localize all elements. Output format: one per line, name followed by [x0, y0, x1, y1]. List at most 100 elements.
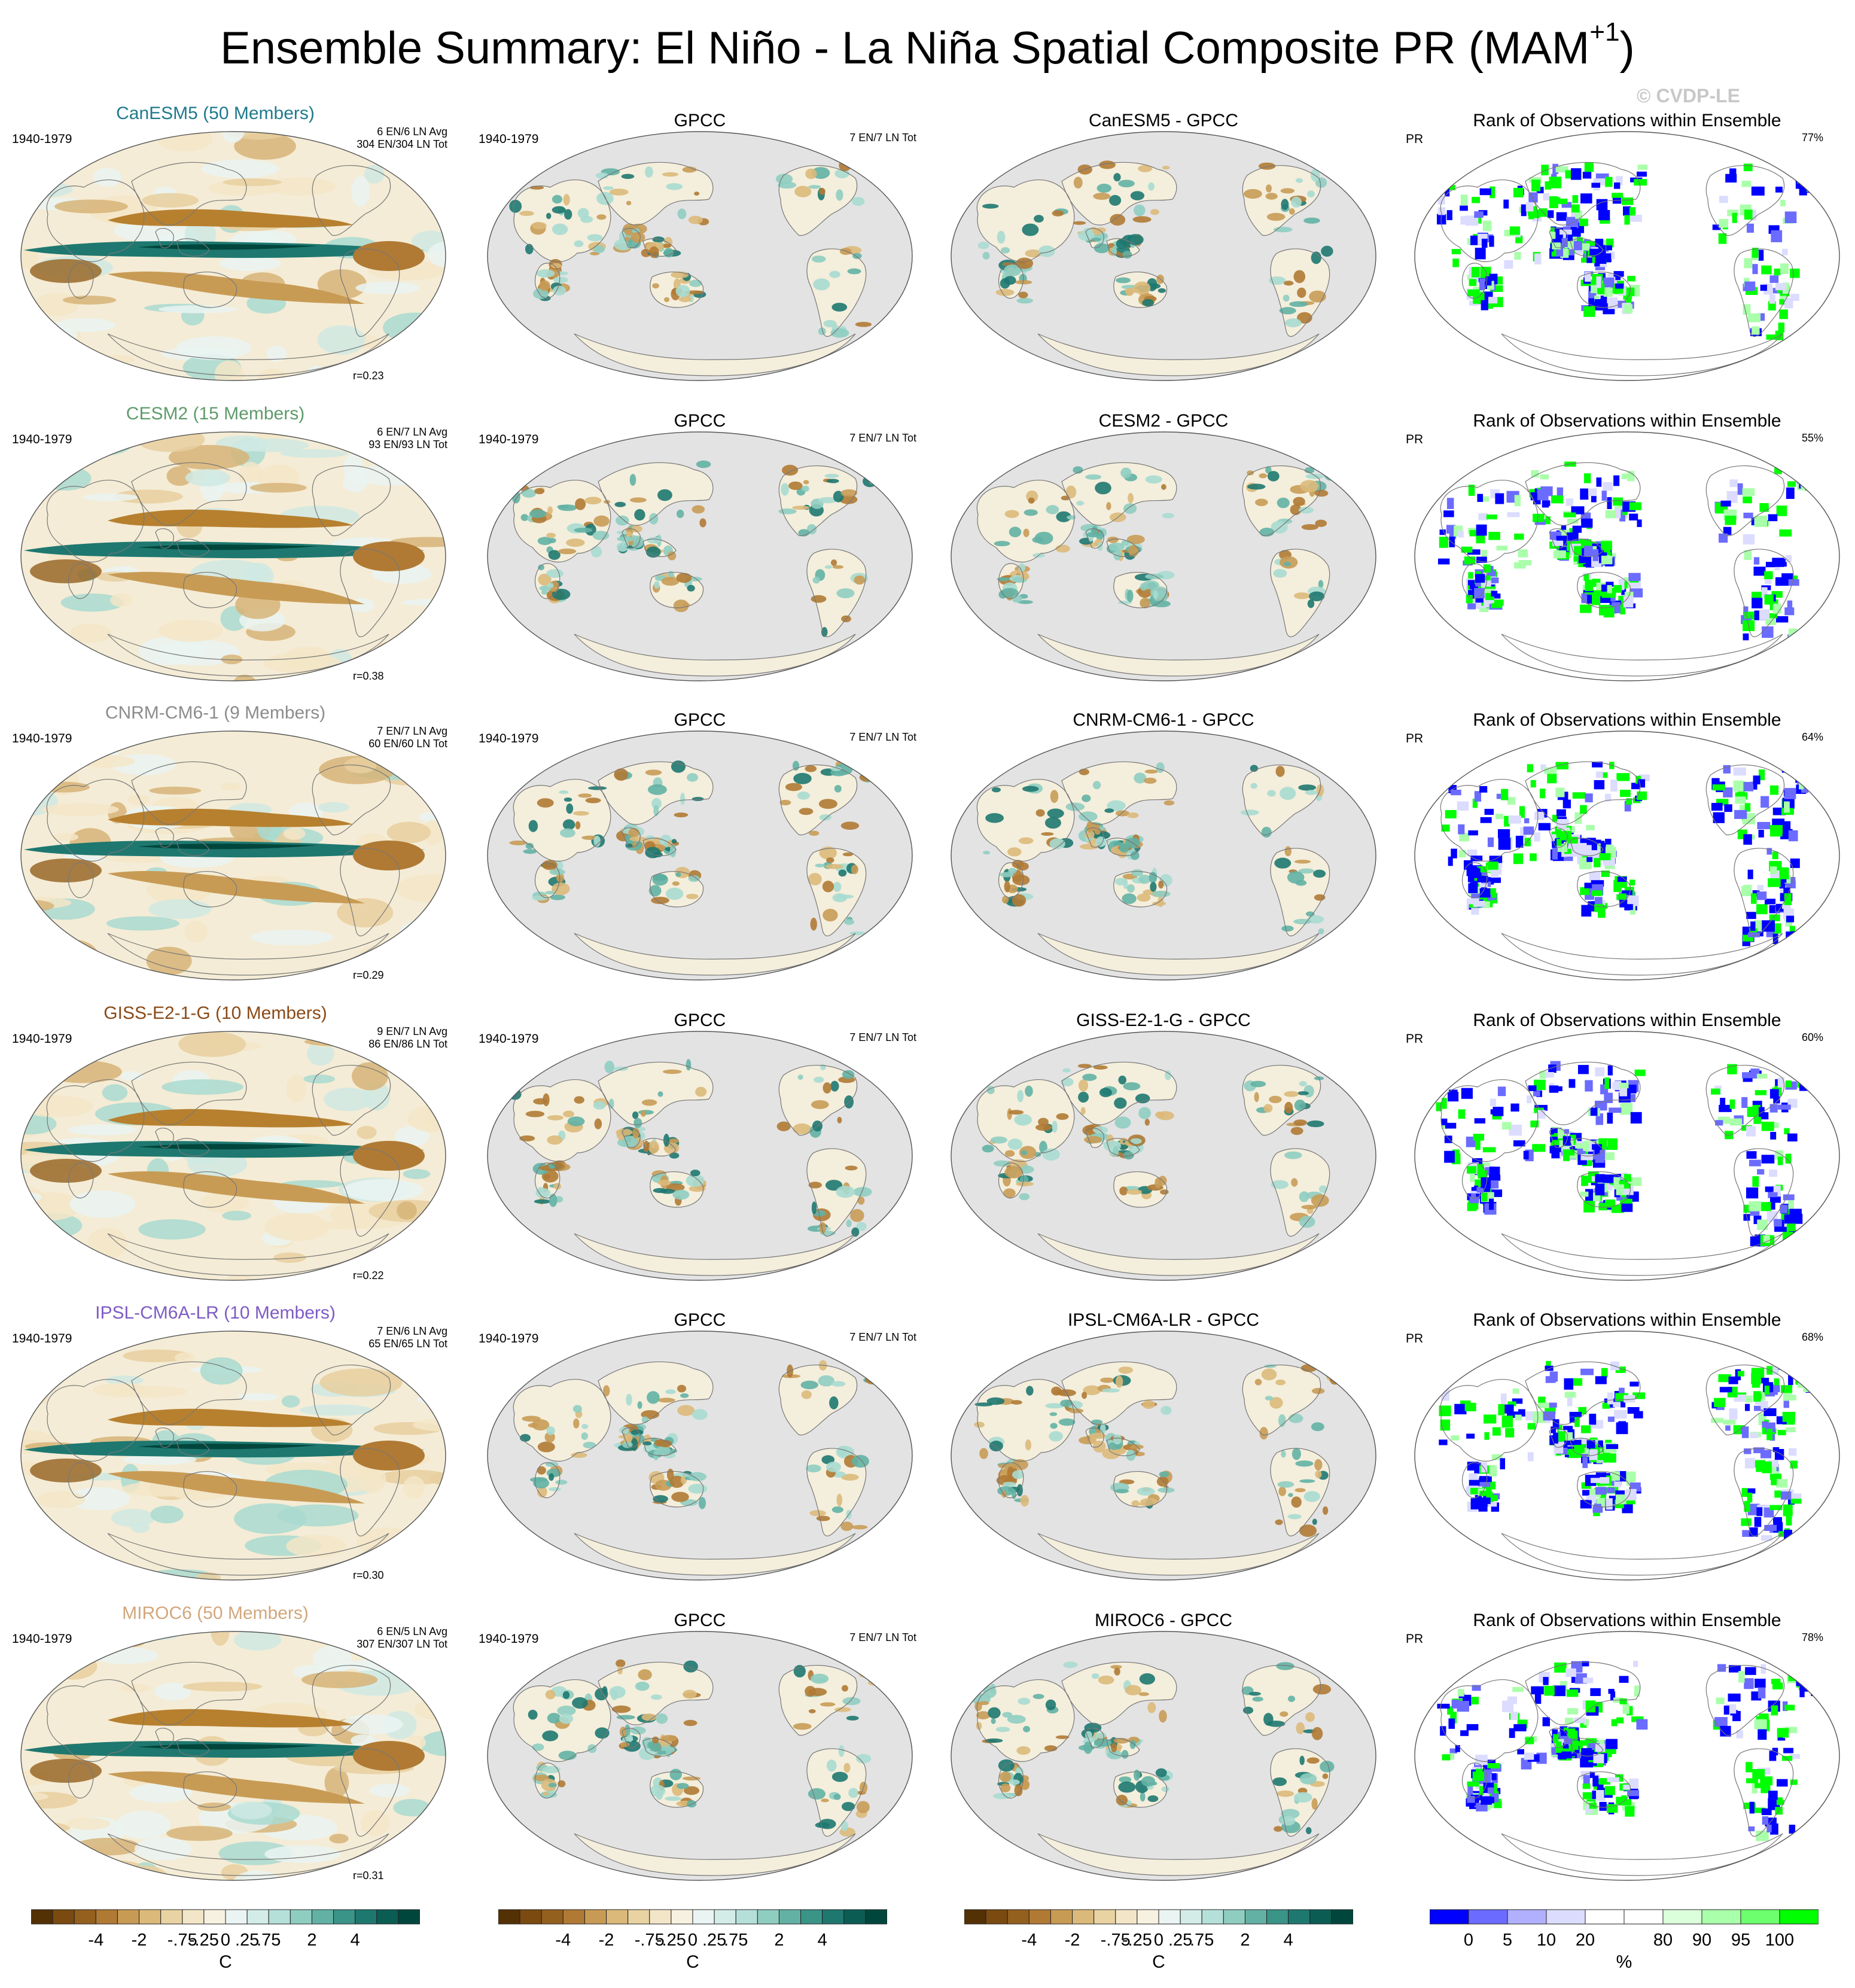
pattern-correlation: r=0.22	[353, 1269, 384, 1281]
colorbar-swatch	[1266, 1909, 1289, 1925]
colorbar-tick-label: 5	[1502, 1931, 1513, 1950]
colorbar-swatch	[606, 1909, 629, 1925]
colorbar-1: -4 -2 -.75 -.25 0.25.75 2 4 C	[31, 1908, 420, 1980]
panel-obs: GPCC 1940-1979 7 EN/7 LN Tot	[467, 389, 933, 688]
panel-obs: GPCC 1940-1979 7 EN/7 LN Tot	[467, 688, 933, 987]
colorbar-swatch	[735, 1909, 758, 1925]
colorbar-tick-label: -2	[131, 1931, 147, 1950]
map-rank	[1414, 1331, 1840, 1581]
colorbar-rank: 0 5 10 20 80 90 95 100%	[1430, 1908, 1819, 1980]
map-diff	[951, 1331, 1376, 1581]
colorbar-tick-label: 95	[1731, 1931, 1751, 1950]
colorbar-swatch	[519, 1909, 542, 1925]
diff-title: MIROC6 - GPCC	[1094, 1611, 1232, 1630]
colorbar-swatch	[1468, 1909, 1508, 1925]
map-area	[6, 1324, 461, 1587]
pattern-correlation: r=0.29	[353, 969, 384, 981]
map-diff	[951, 1631, 1376, 1881]
colorbar-swatch	[1137, 1909, 1159, 1925]
panel-rank: Rank of Observations within Ensemble PR 60…	[1394, 988, 1855, 1287]
obs-event-counts: 7 EN/7 LN Tot	[849, 1331, 916, 1343]
panel-model: GISS-E2-1-G (10 Members) 1940-1979 9 EN/7 …	[0, 988, 467, 1287]
colorbar-tick-label: 80	[1653, 1931, 1673, 1950]
obs-event-counts: 7 EN/7 LN Tot	[849, 1631, 916, 1643]
obs-event-counts: 7 EN/7 LN Tot	[849, 731, 916, 743]
colorbar-swatch	[800, 1909, 823, 1925]
colorbar-swatch	[355, 1909, 377, 1925]
map-model	[20, 1031, 446, 1281]
rank-variable: PR	[1406, 732, 1424, 745]
colorbar-unit: C	[1152, 1952, 1165, 1972]
colorbar-tick-label: 0	[1463, 1931, 1474, 1950]
panel-model: IPSL-CM6A-LR (10 Members) 1940-1979 7 EN/6…	[0, 1288, 467, 1587]
event-counts: 7 EN/6 LN Avg 65 EN/65 LN Tot	[368, 1325, 447, 1350]
colorbar-tick-label: -2	[598, 1931, 614, 1950]
map-obs	[487, 131, 913, 381]
colorbar-unit: C	[686, 1952, 699, 1972]
panel-obs: GPCC 1940-1979 7 EN/7 LN Tot	[467, 89, 933, 388]
colorbar-swatch	[1623, 1909, 1664, 1925]
colorbar-swatch	[964, 1909, 986, 1925]
model-period: 1940-1979	[12, 732, 72, 745]
colorbar-swatch	[1007, 1909, 1029, 1925]
panel-rank: Rank of Observations within Ensemble PR 77…	[1394, 89, 1855, 388]
colorbar-swatch	[1585, 1909, 1625, 1925]
model-period: 1940-1979	[12, 1332, 72, 1345]
event-counts: 9 EN/7 LN Avg 86 EN/86 LN Tot	[368, 1025, 447, 1050]
panel-rank: Rank of Observations within Ensemble PR 78…	[1394, 1588, 1855, 1887]
panel-rank: Rank of Observations within Ensemble PR 64…	[1394, 688, 1855, 987]
map-area	[473, 124, 927, 388]
obs-event-counts: 7 EN/7 LN Tot	[849, 1031, 916, 1043]
colorbar-tick-label: -.25	[1122, 1931, 1152, 1950]
map-area	[936, 124, 1391, 388]
rank-title: Rank of Observations within Ensemble	[1473, 1010, 1781, 1030]
panel-model: MIROC6 (50 Members) 1940-1979 6 EN/5 LN Av…	[0, 1588, 467, 1887]
map-area	[473, 1024, 927, 1287]
obs-title: GPCC	[674, 1010, 726, 1030]
panel-diff: GISS-E2-1-G - GPCC	[930, 988, 1397, 1287]
colorbar-swatch	[74, 1909, 96, 1925]
colorbar-swatch	[1740, 1909, 1780, 1925]
map-area	[6, 1624, 461, 1887]
model-period: 1940-1979	[12, 1032, 72, 1046]
colorbar-swatch	[1028, 1909, 1051, 1925]
colorbar-swatch	[52, 1909, 75, 1925]
panel-diff: CESM2 - GPCC	[930, 389, 1397, 688]
obs-title: GPCC	[674, 1310, 726, 1330]
map-area	[6, 425, 461, 688]
diff-title: GISS-E2-1-G - GPCC	[1076, 1010, 1251, 1030]
map-area	[473, 1624, 927, 1887]
colorbar-swatch	[1309, 1909, 1332, 1925]
map-area	[1400, 1624, 1854, 1887]
rank-variable: PR	[1406, 433, 1424, 446]
colorbar-tick-label: 20	[1575, 1931, 1595, 1950]
event-counts: 6 EN/6 LN Avg 304 EN/304 LN Tot	[357, 126, 447, 150]
panel-obs: GPCC 1940-1979 7 EN/7 LN Tot	[467, 1588, 933, 1887]
colorbar-swatch	[671, 1909, 693, 1925]
model-period: 1940-1979	[12, 132, 72, 146]
colorbar-swatch	[1050, 1909, 1073, 1925]
map-model	[20, 431, 446, 681]
map-area	[936, 425, 1391, 688]
copyright-watermark: © CVDP-LE	[1637, 85, 1740, 106]
colorbar-swatch	[498, 1909, 520, 1925]
model-title: CESM2 (15 Members)	[126, 404, 305, 424]
obs-title: GPCC	[674, 710, 726, 730]
panel-model: CanESM5 (50 Members) 1940-1979 6 EN/6 LN A…	[0, 89, 467, 388]
colorbar-2: -4 -2 -.75 -.25 0.25.75 2 4 C	[498, 1908, 887, 1980]
map-area	[1400, 425, 1854, 688]
map-obs	[487, 431, 913, 681]
rank-title: Rank of Observations within Ensemble	[1473, 411, 1781, 431]
colorbar-swatch	[117, 1909, 140, 1925]
map-area	[1400, 1024, 1854, 1287]
colorbar-swatch	[778, 1909, 802, 1925]
colorbar-tick-label: -.75	[167, 1931, 197, 1950]
colorbar-tick-label: 10	[1536, 1931, 1557, 1950]
colorbar-tick-label: .25	[234, 1931, 260, 1950]
colorbar-tick-label: -4	[88, 1931, 104, 1950]
map-area	[473, 1324, 927, 1587]
colorbar-swatch	[182, 1909, 205, 1925]
obs-period: 1940-1979	[479, 1632, 539, 1646]
colorbar-swatch	[139, 1909, 162, 1925]
diff-title: CESM2 - GPCC	[1098, 411, 1229, 431]
